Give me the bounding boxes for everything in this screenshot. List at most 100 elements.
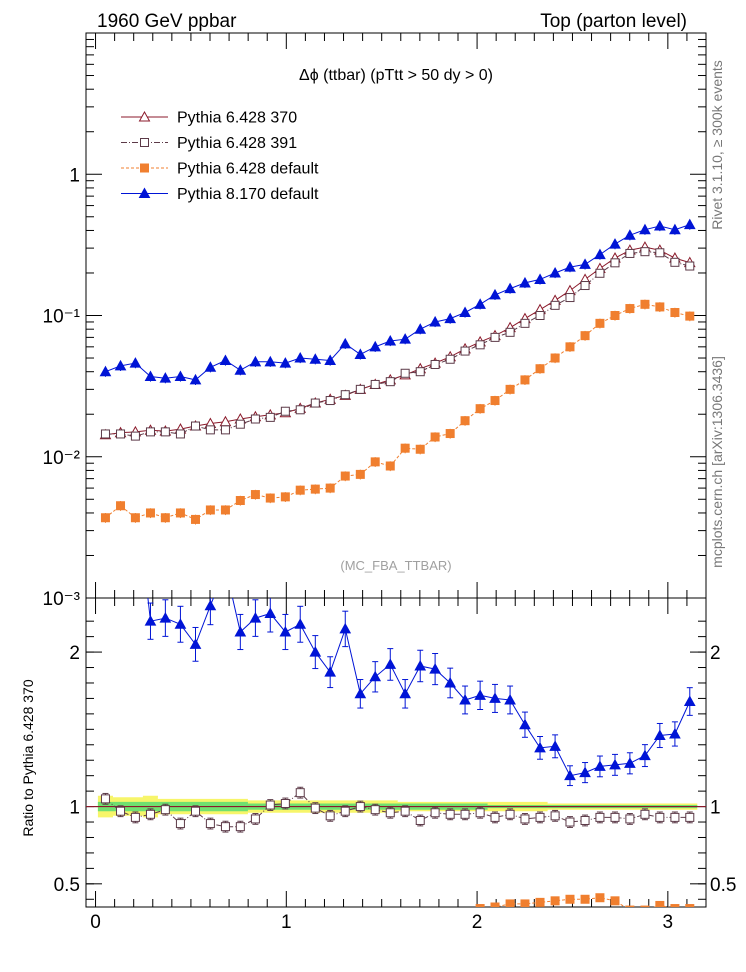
pythia8-default-point [234,364,247,375]
ratio-pythia6-391-point [295,788,305,798]
x-tick-label: 3 [663,912,674,933]
pythia8-default-point [504,282,516,294]
ratio-pythia6-391-point [340,806,350,816]
ratio-pythia6-391-point [520,814,530,824]
ratio-pythia6-default-point [251,914,259,922]
rivet-label: Rivet 3.1.10, ≥ 300k events [709,60,725,230]
ratio-pythia6-default-point [146,917,154,925]
ratio-pythia6-default-point [356,918,364,926]
ratio-pythia6-391-point [145,809,155,819]
ratio-pythia6-391-point [580,815,590,825]
pythia8-default-point [653,219,666,231]
pythia6-391-point [325,396,335,406]
ratio-pythia6-default-point [625,905,635,907]
pythia6-391-point [100,429,110,439]
ratio-pythia6-391-point [445,809,455,819]
ratio-pythia6-391-point [610,812,620,822]
pythia8-default-point [369,340,382,352]
ratio-pythia8-default-point [294,618,307,629]
series-pythia6-391 [100,247,695,441]
pythia6-default-point [610,311,620,320]
ratio-pythia8-default-point [653,729,666,741]
pythia6-default-point [340,471,350,481]
pythia6-default-point [535,364,545,374]
ratio-pythia6-default-point [685,904,695,907]
pythia6-default-point [280,492,290,502]
ratio-pythia8-default-point [489,692,501,703]
ratio-pythia8-default-point [429,663,441,674]
pythia6-391-point [175,429,185,439]
pythia6-default-point [355,469,365,479]
ratio-pythia6-391-point [116,806,126,816]
pythia8-default-point [219,354,232,366]
ratio-pythia6-391-point [595,812,605,822]
ratio-pythia6-default-point [461,909,469,917]
legend-label: Pythia 6.428 391 [177,135,297,152]
pythia6-391-point [355,384,365,394]
ratio-pythia6-391-point [400,806,410,816]
pythia8-default-point [114,359,127,371]
pythia6-391-point [475,340,485,350]
ratio-pythia6-default-point [101,917,109,925]
main-series-group [99,218,696,525]
legend-label: Pythia 6.428 370 [177,110,297,127]
pythia8-default-point [159,372,172,383]
main-y-tick-label: 10⁻¹ [43,307,81,328]
pythia6-391-point [235,419,245,429]
pythia6-391-point [415,367,425,377]
ratio-pythia8-default-point [414,659,427,671]
pythia6-default-point [460,416,470,426]
pythia6-391-point [520,318,530,328]
chart-title: Δϕ (ttbar) (pTtt > 50 dy > 0) [299,67,493,84]
ratio-pythia8-default-point [639,749,651,761]
ratio-pythia6-default-point [117,911,125,919]
ratio-pythia6-default-point [236,917,244,925]
pythia6-391-point [145,427,155,437]
ratio-pythia6-default-point [326,920,334,928]
pythia6-default-point [565,342,575,352]
pythia6-default-point [430,432,440,442]
pythia6-default-point [685,311,695,321]
ratio-pythia6-default-point [221,920,229,928]
ratio-pythia8-default-point [249,612,262,623]
ratio-pythia6-391-line [105,792,690,828]
pythia6-default-point [475,404,485,414]
ratio-pythia8-default-point [564,769,576,781]
ratio-pythia8-default-point [399,687,412,699]
ratio-y-tick-label-left: 1 [69,798,80,819]
ratio-pythia8-default-point [279,625,292,637]
ratio-pythia8-default-point [354,687,367,699]
pythia8-default-point [579,258,591,269]
pythia8-default-point [459,306,471,318]
ratio-pythia8-default-point [384,658,397,669]
pythia6-default-point [655,302,665,312]
ratio-pythia6-default-point [565,894,575,904]
pythia8-default-point [519,276,531,288]
pythia6-391-point [265,412,275,422]
ratio-pythia6-391-point [670,812,680,822]
pythia8-default-point [144,370,157,381]
pythia6-default-point [310,484,320,494]
legend-marker [140,138,149,147]
pythia6-391-point [670,257,680,267]
legend-entry: Pythia 8.170 default [121,186,319,203]
pythia6-default-point [400,443,410,453]
pythia6-391-point [280,406,290,416]
x-tick-label: 0 [90,912,101,933]
ratio-pythia8-default-point [174,618,187,629]
ratio-pythia6-default-point [161,920,169,928]
ratio-pythia6-391-point [280,798,290,808]
ratio-pythia6-391-point [475,808,485,818]
pythia8-default-point [174,370,187,381]
x-tick-label: 1 [281,912,292,933]
pythia8-default-point [564,261,576,272]
pythia6-default-point [160,513,170,523]
ratio-pythia6-default-point [490,902,500,907]
series-pythia8-default [99,218,696,386]
pythia6-default-point [191,514,201,524]
pythia6-default-point [265,493,275,503]
pythia8-default-point [294,351,307,363]
pythia6-391-point [340,390,350,400]
pythia6-default-point [220,505,230,515]
pythia8-default-line [105,224,690,381]
